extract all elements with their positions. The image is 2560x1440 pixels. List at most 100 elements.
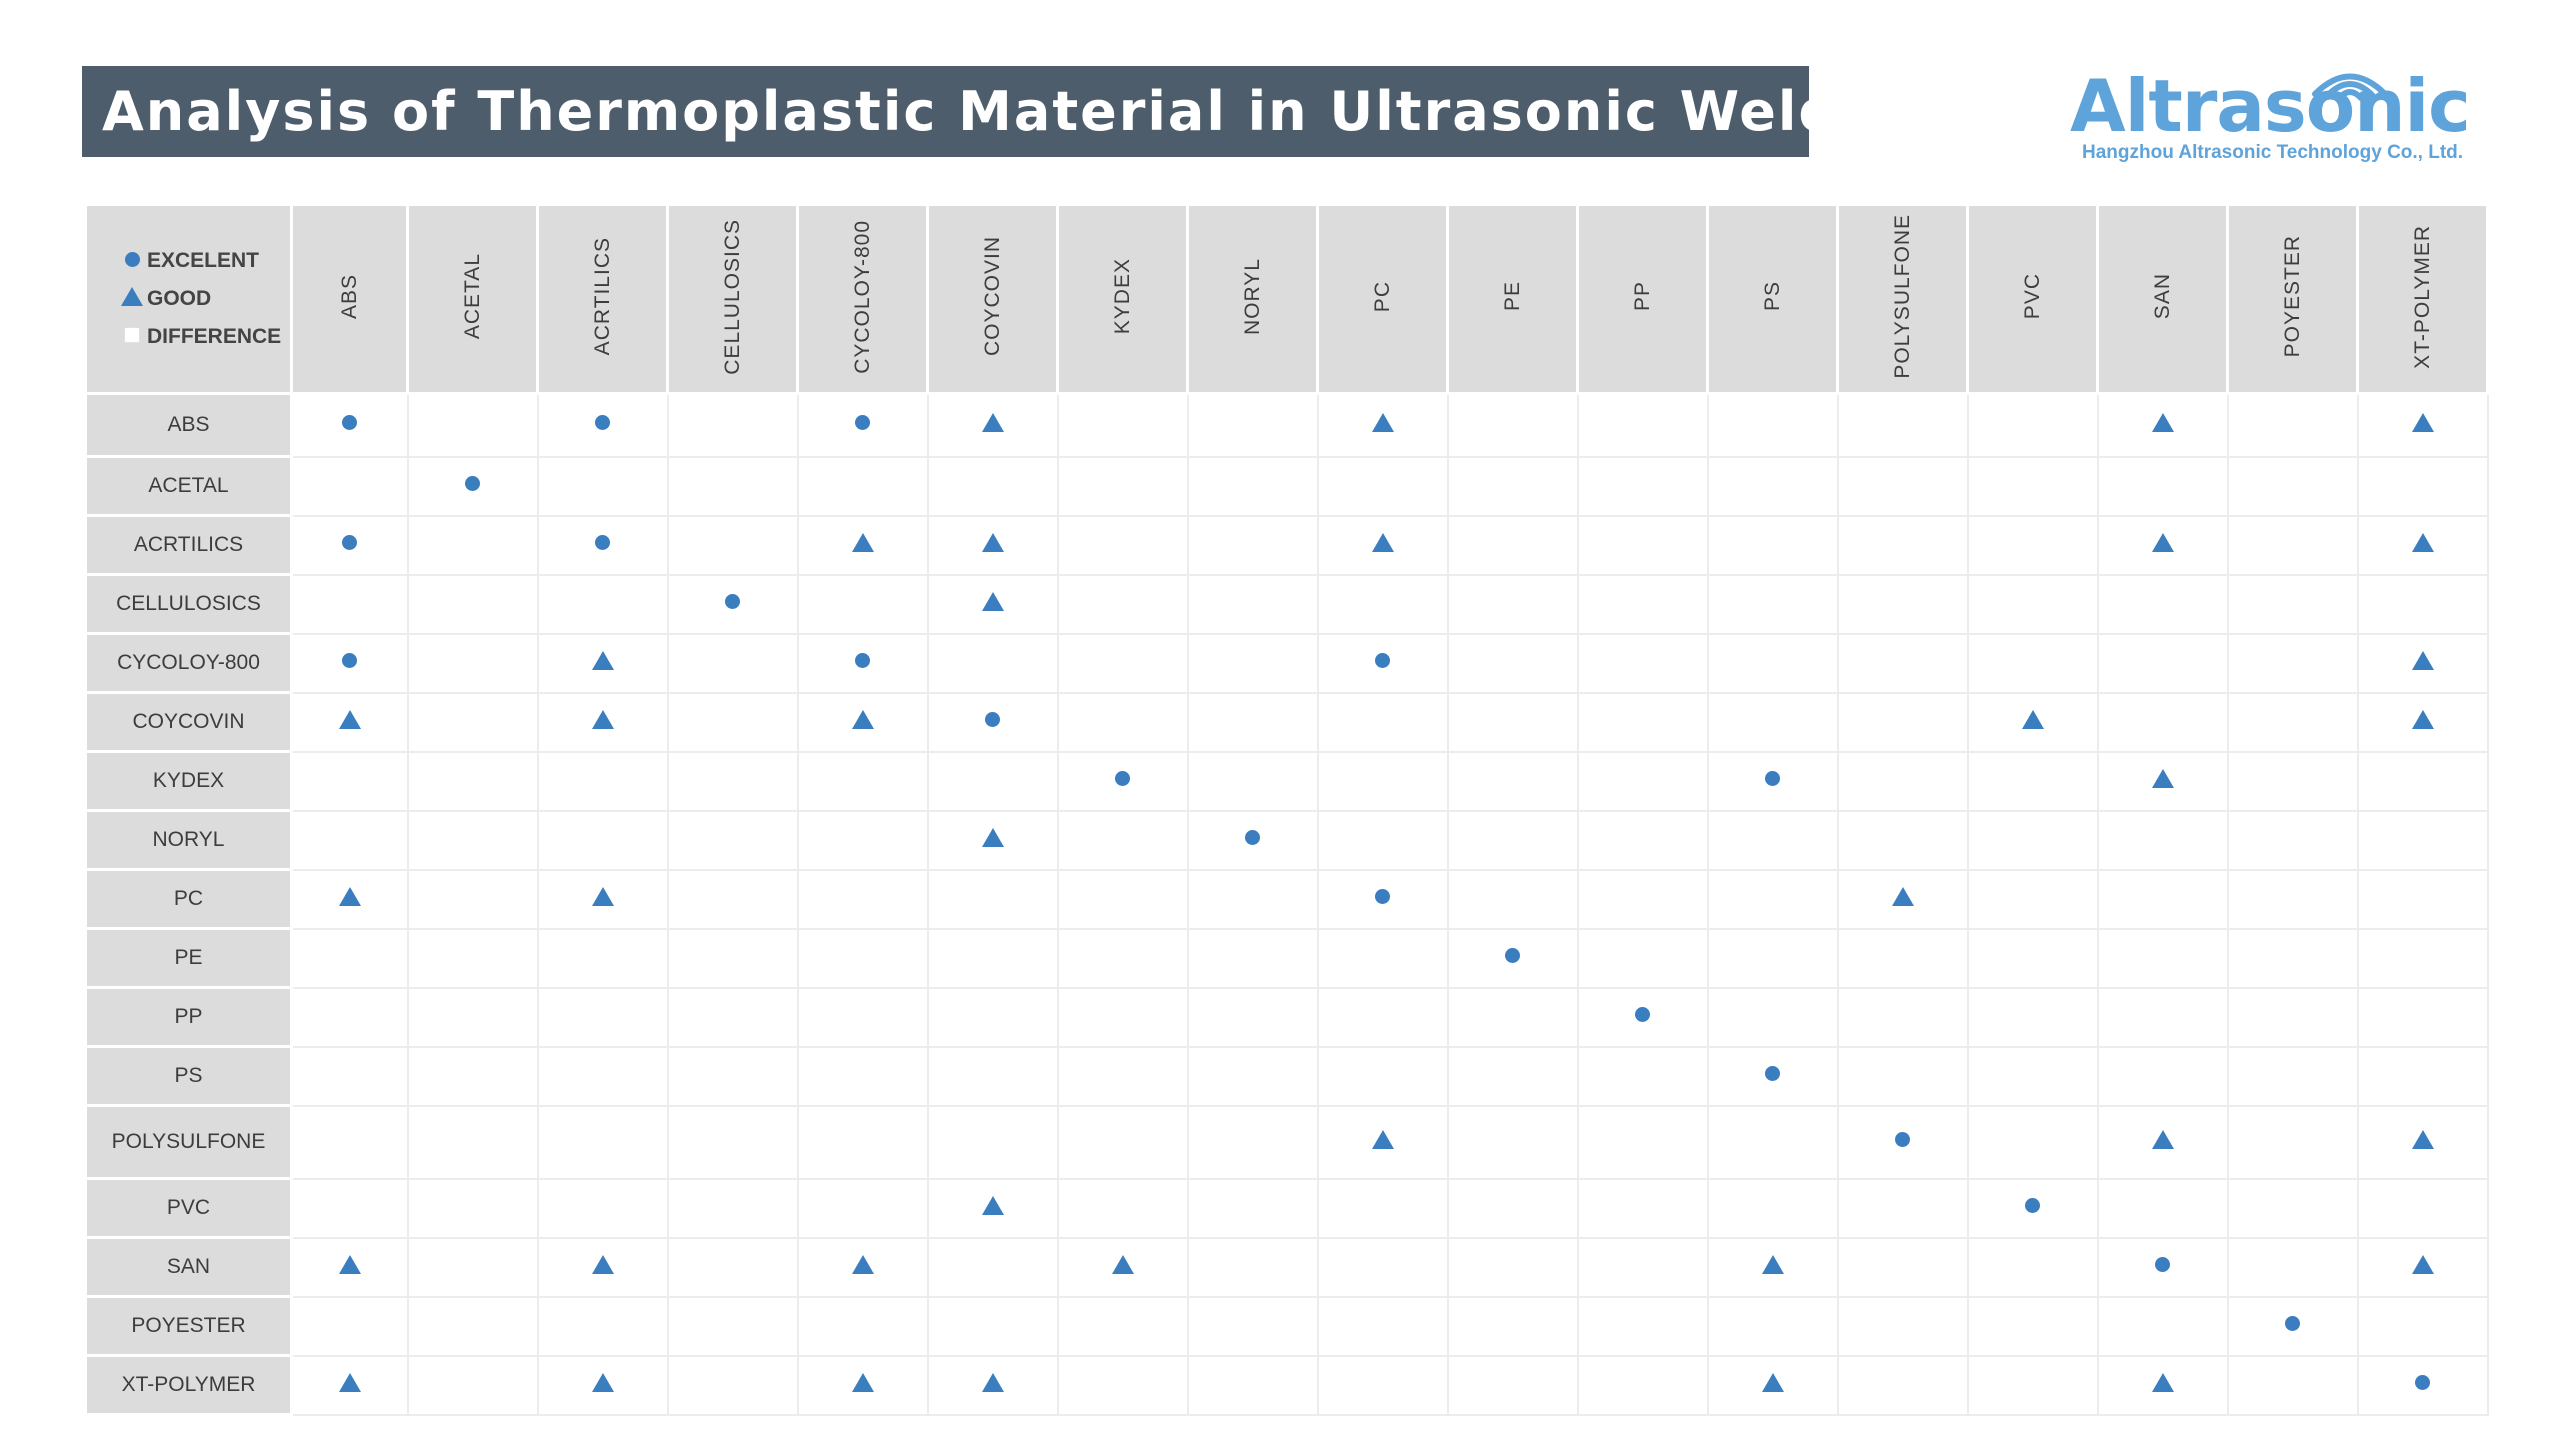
compatibility-cell: [1056, 1045, 1189, 1107]
compatibility-cell: [1056, 1295, 1189, 1357]
compatibility-cell: [1186, 809, 1319, 871]
column-header-label: PP: [1630, 281, 1654, 312]
table-row: SAN: [84, 1236, 2489, 1298]
compatibility-cell: [2356, 809, 2489, 871]
compatibility-cell: [1446, 392, 1579, 458]
compatibility-cell: [666, 868, 799, 930]
compatibility-cell: [1316, 455, 1449, 517]
compatibility-cell: [2226, 809, 2359, 871]
compatibility-cell: [1836, 514, 1969, 576]
compatibility-cell: [1576, 809, 1709, 871]
compatibility-cell: [1576, 986, 1709, 1048]
compatibility-cell: [796, 1104, 929, 1180]
compatibility-cell: [2096, 573, 2229, 635]
compatibility-cell: [1186, 1236, 1319, 1298]
company-logo: Altrasonic Hangzhou Altrasonic Technolog…: [2070, 56, 2510, 166]
compatibility-cell: [536, 573, 669, 635]
page-title: Analysis of Thermoplastic Material in Ul…: [102, 80, 1941, 143]
logo-wordmark: Altrasonic: [2070, 64, 2471, 148]
compatibility-cell: [1056, 1177, 1189, 1239]
legend-excellent-label: EXCELENT: [147, 249, 260, 272]
compatibility-cell: [1446, 927, 1579, 989]
excellent-circle-icon: [595, 535, 610, 550]
table-row: COYCOVIN: [84, 691, 2489, 753]
compatibility-cell: [796, 573, 929, 635]
compatibility-cell: [1966, 809, 2099, 871]
column-header: PE: [1446, 203, 1579, 395]
excellent-circle-icon: [2285, 1316, 2300, 1331]
excellent-circle-icon: [1895, 1132, 1910, 1147]
compatibility-cell: [2226, 868, 2359, 930]
compatibility-cell: [1966, 986, 2099, 1048]
compatibility-cell: [1186, 514, 1319, 576]
good-triangle-icon: [1371, 533, 1394, 552]
column-header-label: XT-POLYMER: [2410, 224, 2434, 369]
compatibility-cell: [406, 868, 539, 930]
compatibility-cell: [1966, 1177, 2099, 1239]
column-header-label: COYCOVIN: [980, 236, 1004, 357]
compatibility-cell: [1316, 750, 1449, 812]
compatibility-cell: [1446, 986, 1579, 1048]
compatibility-cell: [536, 1354, 669, 1416]
table-row: PE: [84, 927, 2489, 989]
excellent-circle-icon: [1765, 1066, 1780, 1081]
compatibility-cell: [1576, 1045, 1709, 1107]
row-header: PS: [84, 1045, 293, 1107]
compatibility-cell: [2356, 927, 2489, 989]
good-triangle-icon: [2151, 413, 2174, 433]
compatibility-cell: [1706, 986, 1839, 1048]
excellent-circle-icon: [1375, 889, 1390, 904]
compatibility-cell: [290, 1177, 409, 1239]
compatibility-cell: [2096, 1354, 2229, 1416]
compatibility-cell: [1576, 1354, 1709, 1416]
column-header: SAN: [2096, 203, 2229, 395]
compatibility-cell: [1316, 1104, 1449, 1180]
row-header: ABS: [84, 392, 293, 458]
compatibility-cell: [406, 1177, 539, 1239]
compatibility-cell: [1316, 632, 1449, 694]
compatibility-cell: [2096, 455, 2229, 517]
compatibility-cell: [536, 1104, 669, 1180]
compatibility-cell: [1446, 691, 1579, 753]
compatibility-cell: [1966, 1295, 2099, 1357]
compatibility-cell: [1706, 1236, 1839, 1298]
column-header-label: CELLULOSICS: [720, 218, 744, 375]
compatibility-cell: [1836, 573, 1969, 635]
compatibility-cell: [926, 1295, 1059, 1357]
row-header: ACETAL: [84, 455, 293, 517]
compatibility-cell: [666, 1295, 799, 1357]
compatibility-cell: [406, 986, 539, 1048]
compatibility-cell: [1836, 986, 1969, 1048]
compatibility-cell: [290, 514, 409, 576]
compatibility-cell: [1576, 1104, 1709, 1180]
compatibility-cell: [1706, 1045, 1839, 1107]
table-row: POYESTER: [84, 1295, 2489, 1357]
compatibility-cell: [1446, 809, 1579, 871]
compatibility-cell: [2226, 927, 2359, 989]
column-header-label: NORYL: [1240, 258, 1264, 335]
compatibility-cell: [2226, 1104, 2359, 1180]
compatibility-cell: [1706, 573, 1839, 635]
compatibility-cell: [666, 1045, 799, 1107]
row-header: SAN: [84, 1236, 293, 1298]
column-header: KYDEX: [1056, 203, 1189, 395]
compatibility-cell: [1706, 927, 1839, 989]
good-triangle-icon: [1761, 1373, 1784, 1392]
excellent-circle-icon: [855, 653, 870, 668]
table-row: PP: [84, 986, 2489, 1048]
compatibility-cell: [1186, 691, 1319, 753]
excellent-circle-icon: [595, 415, 610, 431]
compatibility-cell: [1966, 1354, 2099, 1416]
table-row: PS: [84, 1045, 2489, 1107]
excellent-circle-icon: [342, 415, 358, 431]
row-header: PE: [84, 927, 293, 989]
compatibility-cell: [1056, 691, 1189, 753]
compatibility-table: EXCELENT GOOD DIFFERENCE ABS ACETAL ACRTIL…: [84, 203, 2489, 1416]
good-triangle-icon: [2411, 710, 2434, 729]
compatibility-cell: [1836, 1236, 1969, 1298]
compatibility-cell: [1446, 750, 1579, 812]
compatibility-cell: [1056, 1354, 1189, 1416]
compatibility-cell: [2096, 1177, 2229, 1239]
compatibility-cell: [2226, 750, 2359, 812]
excellent-circle-icon: [1245, 830, 1260, 845]
